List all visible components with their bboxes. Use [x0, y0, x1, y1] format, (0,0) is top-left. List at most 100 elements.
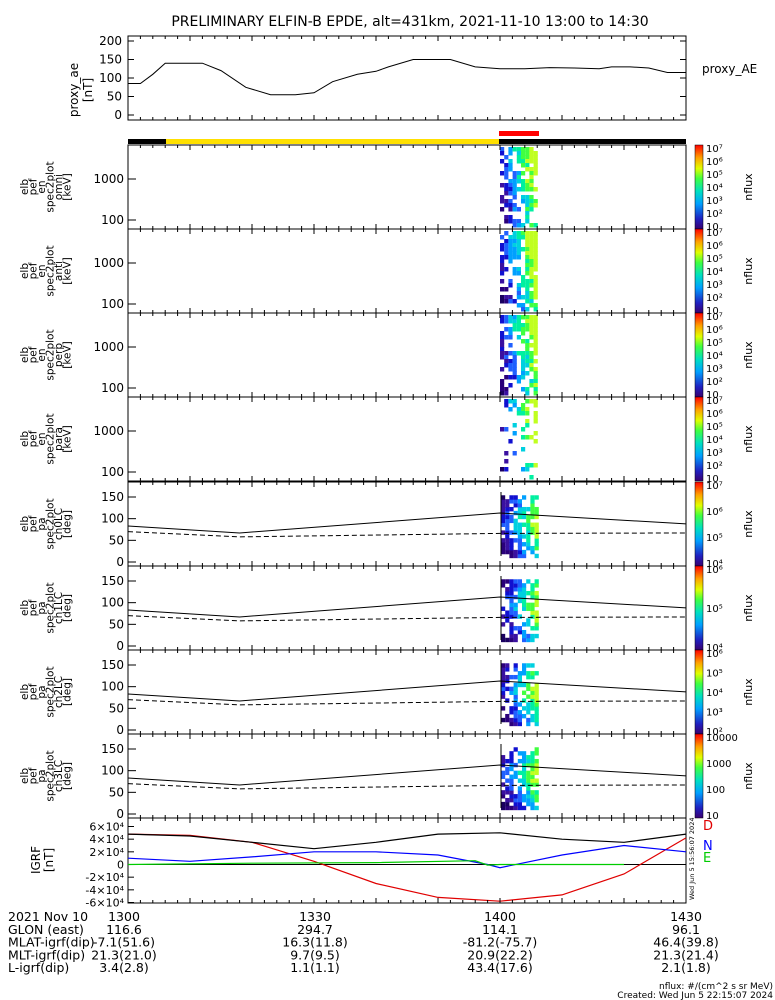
pitch-angle-cell: [509, 583, 514, 588]
footer-cell: -7.1(51.6): [93, 935, 155, 950]
spectrogram-cell: [508, 367, 513, 372]
pitch-angle-cell: [513, 713, 518, 719]
ytick-label: 1000: [93, 424, 124, 438]
spectrogram-cell: [516, 267, 521, 272]
spectrogram-cell: [529, 263, 534, 268]
spectrogram-cell: [512, 195, 517, 200]
spectrogram-cell: [516, 147, 521, 152]
pitch-angle-cell: [530, 762, 535, 768]
pitch-angle-cell: [534, 614, 539, 619]
spectrogram-cell: [525, 407, 530, 412]
panel-ylabel: [deg]: [62, 762, 74, 790]
pitch-angle-cell: [530, 499, 535, 504]
spectrogram-cell: [533, 403, 538, 408]
pitch-angle-cell: [509, 598, 514, 604]
spectrogram-cell: [529, 259, 534, 264]
pitch-angle-cell: [509, 514, 514, 520]
spectrogram-cell: [516, 247, 521, 252]
pitch-angle-cell: [513, 594, 518, 600]
pitch-angle-cell: [513, 698, 518, 703]
pitch-angle-cell: [513, 587, 518, 592]
spectrogram-cell: [521, 447, 526, 452]
pitch-angle-cell: [509, 686, 514, 692]
spectrogram-cell: [525, 179, 530, 184]
spectrogram-cell: [504, 403, 509, 408]
spectrogram-cell: [533, 331, 538, 336]
panel-ylabel: anti: [53, 261, 65, 281]
ytick-label: 50: [109, 785, 124, 799]
spectrogram-cell: [525, 267, 530, 272]
pitch-angle-cell: [505, 790, 510, 795]
spectrogram-cell: [525, 239, 530, 244]
ytick-label: 4×10⁴: [89, 833, 124, 846]
pitch-angle-cell: [505, 518, 510, 524]
spectrogram-cell: [533, 439, 538, 444]
colorbar-label: nflux: [742, 341, 755, 369]
panel-frame: [127, 228, 687, 314]
spectrogram-cell: [504, 183, 509, 188]
pitch-angle-cell: [530, 690, 535, 695]
spectrogram-cell: [525, 231, 530, 236]
ytick-label: 6×10⁴: [89, 821, 124, 834]
spectrogram-cell: [529, 283, 534, 288]
pitch-angle-cell: [526, 506, 531, 512]
ytick-label: 1000: [93, 172, 124, 186]
pitch-angle-cell: [530, 510, 535, 516]
spectrogram-cell: [525, 315, 530, 320]
spectrogram-cell: [504, 359, 509, 364]
spectrogram-cell: [529, 207, 534, 212]
pitch-angle-cell: [509, 579, 514, 584]
spectrogram-cell: [521, 387, 526, 392]
spectrogram-cell: [521, 231, 526, 236]
spectrogram-cell: [529, 187, 534, 192]
pitch-angle-cell: [513, 717, 518, 723]
spectrogram-cell: [533, 263, 538, 268]
spectrogram-cell: [500, 263, 505, 268]
spectrogram-cell: [512, 223, 517, 228]
spectrogram-cell: [525, 243, 530, 248]
pitch-angle-cell: [534, 710, 539, 715]
spectrogram-cell: [516, 251, 521, 256]
panel-frame: [127, 312, 687, 398]
pitch-angle-cell: [505, 717, 510, 723]
pitch-angle-cell: [534, 583, 539, 588]
spectrogram-cell: [504, 451, 509, 456]
spectrogram-cell: [529, 299, 534, 304]
loss-cone-line: [127, 512, 687, 534]
pitch-angle-cell: [501, 606, 506, 611]
pitch-angle-cell: [501, 579, 506, 584]
panel-ylabel: spec2plot: [45, 582, 57, 633]
spectrogram-cell: [508, 407, 513, 412]
pitch-angle-cell: [513, 499, 518, 504]
spectrogram-cell: [512, 375, 517, 380]
ae-ytick-label: 100: [99, 71, 122, 85]
pitch-angle-cell: [509, 518, 514, 524]
spectrogram-cell: [525, 203, 530, 208]
spectrogram-cell: [529, 223, 534, 228]
pitch-angle-cell: [522, 590, 527, 596]
pitch-angle-cell: [526, 534, 531, 539]
pitch-angle-cell: [517, 538, 522, 543]
igrf-legend-label: D: [703, 819, 713, 834]
pitch-angle-cell: [534, 766, 539, 772]
pitch-angle-cell: [509, 587, 514, 592]
colorbar-tick-label: 10⁴: [706, 643, 723, 654]
pitch-angle-cell: [501, 694, 506, 699]
ytick-label: 0: [116, 639, 124, 653]
spectrogram-cell: [500, 271, 505, 276]
spectrogram-cell: [500, 343, 505, 348]
spectrogram-cell: [525, 247, 530, 252]
pitch-angle-cell: [517, 790, 522, 795]
pitch-angle-cell: [526, 526, 531, 531]
spectrogram-cell: [521, 147, 526, 152]
spectrogram-cell: [525, 255, 530, 260]
pitch-angle-cell: [513, 583, 518, 588]
spectrogram-cell: [500, 351, 505, 356]
spectrogram-cell: [512, 171, 517, 176]
pitch-angle-cell: [501, 667, 506, 672]
pitch-angle-cell: [530, 594, 535, 600]
figure-title: PRELIMINARY ELFIN-B EPDE, alt=431km, 202…: [171, 14, 648, 30]
spectrogram-cell: [508, 219, 513, 224]
spectrogram-cell: [529, 179, 534, 184]
colorbar-tick-label: 10⁶: [706, 507, 723, 518]
